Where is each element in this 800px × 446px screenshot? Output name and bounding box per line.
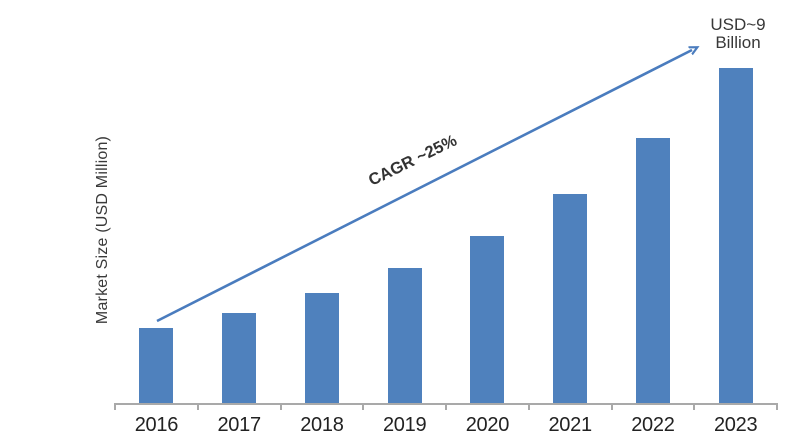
bar-2023 — [718, 68, 753, 403]
x-tick-label-2018: 2018 — [300, 414, 344, 436]
y-axis-label: Market Size (USD Million) — [94, 135, 111, 325]
endpoint-value-line2: Billion — [715, 33, 761, 52]
x-axis-tick — [776, 403, 778, 410]
bar-2021 — [553, 194, 588, 403]
bar-2020 — [470, 236, 505, 403]
x-tick-label-2021: 2021 — [548, 414, 592, 436]
x-axis-tick — [114, 403, 116, 410]
x-axis-tick — [610, 403, 613, 410]
bar-2018 — [304, 293, 339, 403]
bar-2016 — [139, 328, 174, 403]
x-axis-tick — [693, 403, 696, 410]
x-axis-tick — [527, 403, 530, 410]
endpoint-value-line1: USD~9 — [710, 15, 766, 34]
x-axis-tick — [196, 403, 199, 410]
bar-2019 — [387, 268, 422, 403]
x-tick-label-2016: 2016 — [134, 414, 179, 436]
x-tick-label-2019: 2019 — [382, 414, 427, 436]
x-axis-tick — [279, 403, 282, 410]
x-tick-label-2022: 2022 — [631, 414, 675, 436]
endpoint-value-label: USD~9 Billion — [694, 16, 782, 52]
x-tick-label-2017: 2017 — [217, 414, 261, 436]
x-tick-label-2020: 2020 — [465, 414, 510, 436]
x-axis-tick — [445, 403, 447, 410]
x-axis-tick — [362, 403, 365, 410]
x-tick-label-2023: 2023 — [713, 414, 758, 436]
bar-2022 — [635, 138, 670, 403]
bar-2017 — [222, 313, 257, 403]
trend-arrow-line — [156, 50, 692, 323]
